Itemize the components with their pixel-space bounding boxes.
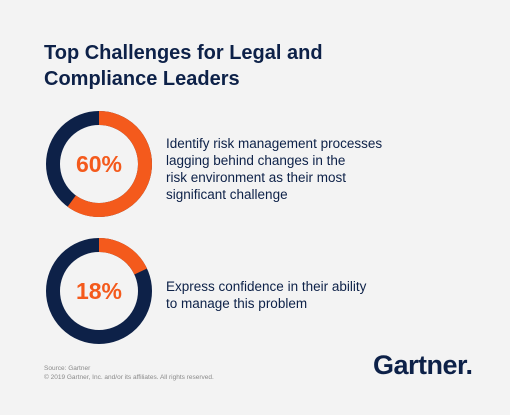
stat-1-line: lagging behind changes in the (166, 153, 346, 168)
donut-2-label: 18% (76, 278, 122, 304)
logo-dot: . (465, 350, 474, 380)
stat-2-description: Express confidence in their ability to m… (166, 278, 466, 312)
footer: Source: Gartner © 2019 Gartner, Inc. and… (44, 364, 214, 382)
logo-text: Gartner (373, 350, 466, 380)
footer-source: Source: Gartner (44, 365, 91, 372)
donut-svg-1: 60% (46, 111, 152, 217)
donut-chart-1: 60% (44, 109, 154, 219)
stat-1-line: Identify risk management processes (166, 136, 383, 151)
title-line-1: Top Challenges for Legal and (44, 42, 323, 64)
stat-1-line: risk environment as their most (166, 170, 347, 185)
donut-1-label: 60% (76, 151, 122, 177)
footer-copyright: © 2019 Gartner, Inc. and/or its affiliat… (44, 374, 214, 381)
stat-2-line: Express confidence in their ability (166, 279, 367, 294)
stat-1-description: Identify risk management processes laggi… (166, 135, 466, 203)
title-line-2: Compliance Leaders (44, 68, 240, 90)
stat-1-line: significant challenge (166, 187, 288, 202)
donut-chart-2: 18% (44, 236, 154, 346)
gartner-logo: Gartner. (373, 350, 473, 381)
donut-2-value-arc (46, 238, 152, 344)
stat-2-line: to manage this problem (166, 296, 308, 311)
donut-1-value-arc (46, 111, 152, 217)
donut-svg-2: 18% (46, 238, 152, 344)
page-title: Top Challenges for Legal and Compliance … (44, 40, 344, 92)
